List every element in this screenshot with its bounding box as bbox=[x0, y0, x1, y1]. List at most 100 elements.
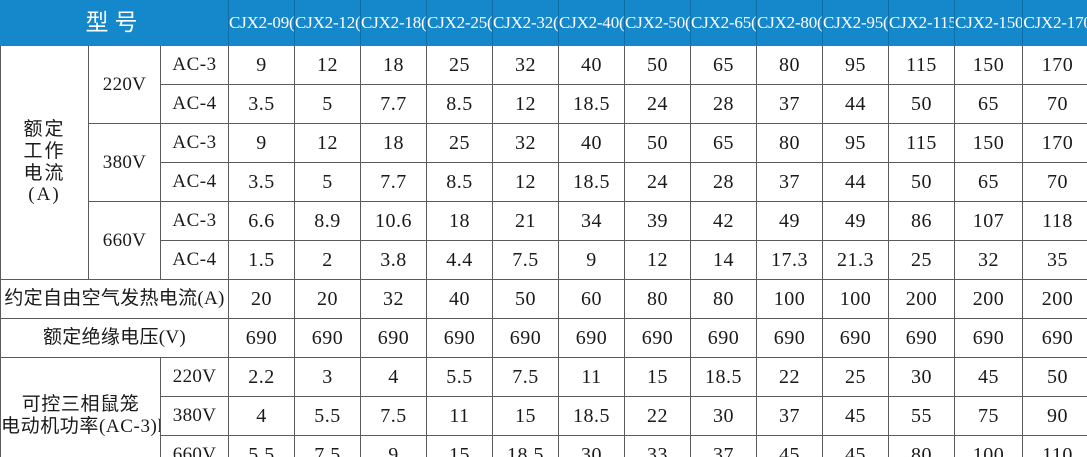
cell-value: 12 bbox=[492, 84, 560, 124]
cell-value: 40 bbox=[558, 45, 626, 85]
ac-mode-label: AC-3 bbox=[159, 123, 230, 163]
cell-value: 15 bbox=[624, 357, 692, 397]
cell-value: 28 bbox=[690, 162, 758, 202]
cell-value: 7.5 bbox=[360, 396, 428, 436]
cell-value: 115 bbox=[888, 45, 956, 85]
voltage-label-660v-power: 660V bbox=[159, 435, 230, 457]
voltage-label-220v-power: 220V bbox=[159, 357, 230, 397]
row-label-line-0: 额定 bbox=[23, 118, 66, 140]
cell-value: 65 bbox=[954, 162, 1024, 202]
cell-value: 115 bbox=[888, 123, 956, 163]
header-model-10: CJX2-115 bbox=[888, 0, 956, 46]
cell-value: 14 bbox=[690, 240, 758, 280]
table-row: 额定绝缘电压(V) 690 690 690 690 690 690 690 69… bbox=[0, 318, 1087, 358]
cell-value: 25 bbox=[822, 357, 890, 397]
cell-value: 3.8 bbox=[360, 240, 428, 280]
cell-value: 45 bbox=[756, 435, 824, 457]
cell-value: 65 bbox=[690, 45, 758, 85]
ac-mode-label: AC-4 bbox=[159, 240, 230, 280]
cell-value: 690 bbox=[228, 318, 296, 358]
cell-value: 690 bbox=[822, 318, 890, 358]
motor-power-label-line-0: 可控三相鼠笼 bbox=[21, 394, 140, 416]
cell-value: 80 bbox=[624, 279, 692, 319]
cell-value: 24 bbox=[624, 162, 692, 202]
header-model-8: CJX2-80(Z) bbox=[756, 0, 824, 46]
cell-value: 20 bbox=[294, 279, 362, 319]
cell-value: 7.5 bbox=[492, 357, 560, 397]
table-row: 约定自由空气发热电流(A) 20 20 32 40 50 60 80 80 10… bbox=[0, 279, 1087, 319]
voltage-label-380v-power: 380V bbox=[159, 396, 230, 436]
cell-value: 90 bbox=[1022, 396, 1087, 436]
table-row: AC-4 1.5 2 3.8 4.4 7.5 9 12 14 17.3 21.3… bbox=[1, 240, 1087, 280]
cell-value: 45 bbox=[954, 357, 1024, 397]
cell-value: 80 bbox=[888, 435, 956, 457]
ac-mode-label: AC-3 bbox=[159, 201, 230, 241]
row-label-line-1: 工作 bbox=[23, 140, 66, 162]
cell-value: 200 bbox=[888, 279, 956, 319]
cell-value: 80 bbox=[756, 123, 824, 163]
cell-value: 4 bbox=[228, 396, 296, 436]
row-label-line-3: (A) bbox=[28, 184, 61, 206]
cell-value: 18.5 bbox=[558, 162, 626, 202]
cell-value: 21.3 bbox=[822, 240, 890, 280]
cell-value: 200 bbox=[954, 279, 1024, 319]
cell-value: 12 bbox=[294, 123, 362, 163]
table-header-row: 型号 CJX2-09(Z) CJX2-12(Z) CJX2-18(Z) CJX2… bbox=[0, 0, 1087, 46]
cell-value: 50 bbox=[888, 162, 956, 202]
cell-value: 5.5 bbox=[228, 435, 296, 457]
cell-value: 25 bbox=[426, 45, 494, 85]
cell-value: 12 bbox=[294, 45, 362, 85]
cell-value: 70 bbox=[1022, 84, 1087, 124]
cell-value: 5 bbox=[294, 162, 362, 202]
cell-value: 110 bbox=[1022, 435, 1087, 457]
voltage-label-660v-current: 660V bbox=[88, 201, 161, 280]
cell-value: 690 bbox=[558, 318, 626, 358]
cell-value: 70 bbox=[1022, 162, 1087, 202]
cell-value: 8.5 bbox=[426, 162, 494, 202]
header-model-5: CJX2-40(Z) bbox=[558, 0, 626, 46]
cell-value: 45 bbox=[822, 396, 890, 436]
cell-value: 6.6 bbox=[228, 201, 296, 241]
cell-value: 22 bbox=[624, 396, 692, 436]
cell-value: 9 bbox=[228, 123, 296, 163]
table-row: AC-4 3.5 5 7.7 8.5 12 18.5 24 28 37 44 5… bbox=[1, 162, 1087, 202]
header-model-label: 型号 bbox=[0, 0, 230, 46]
cell-value: 690 bbox=[1022, 318, 1087, 358]
cell-value: 95 bbox=[822, 123, 890, 163]
header-model-11: CJX2-150 bbox=[954, 0, 1024, 46]
cell-value: 50 bbox=[492, 279, 560, 319]
cell-value: 170 bbox=[1022, 123, 1087, 163]
header-model-6: CJX2-50(Z) bbox=[624, 0, 692, 46]
cell-value: 690 bbox=[888, 318, 956, 358]
cell-value: 24 bbox=[624, 84, 692, 124]
cell-value: 49 bbox=[822, 201, 890, 241]
cell-value: 100 bbox=[756, 279, 824, 319]
voltage-label-380v-current: 380V bbox=[88, 123, 161, 202]
cell-value: 5.5 bbox=[426, 357, 494, 397]
cell-value: 1.5 bbox=[228, 240, 296, 280]
cell-value: 45 bbox=[822, 435, 890, 457]
cell-value: 37 bbox=[756, 162, 824, 202]
cell-value: 34 bbox=[558, 201, 626, 241]
cell-value: 7.5 bbox=[294, 435, 362, 457]
header-model-4: CJX2-32(Z) bbox=[492, 0, 560, 46]
cell-value: 5 bbox=[294, 84, 362, 124]
cell-value: 690 bbox=[756, 318, 824, 358]
cell-value: 8.5 bbox=[426, 84, 494, 124]
cell-value: 28 bbox=[690, 84, 758, 124]
cell-value: 65 bbox=[954, 84, 1024, 124]
cell-value: 17.3 bbox=[756, 240, 824, 280]
cell-value: 170 bbox=[1022, 45, 1087, 85]
row-label-line-2: 电流 bbox=[23, 162, 66, 184]
cell-value: 50 bbox=[1022, 357, 1087, 397]
cell-value: 7.7 bbox=[360, 162, 428, 202]
ac-mode-label: AC-3 bbox=[159, 45, 230, 85]
cell-value: 44 bbox=[822, 162, 890, 202]
row-label-thermal-current: 约定自由空气发热电流(A) bbox=[0, 279, 230, 319]
cell-value: 30 bbox=[888, 357, 956, 397]
cell-value: 690 bbox=[426, 318, 494, 358]
cell-value: 32 bbox=[492, 123, 560, 163]
cell-value: 40 bbox=[558, 123, 626, 163]
cell-value: 690 bbox=[954, 318, 1024, 358]
